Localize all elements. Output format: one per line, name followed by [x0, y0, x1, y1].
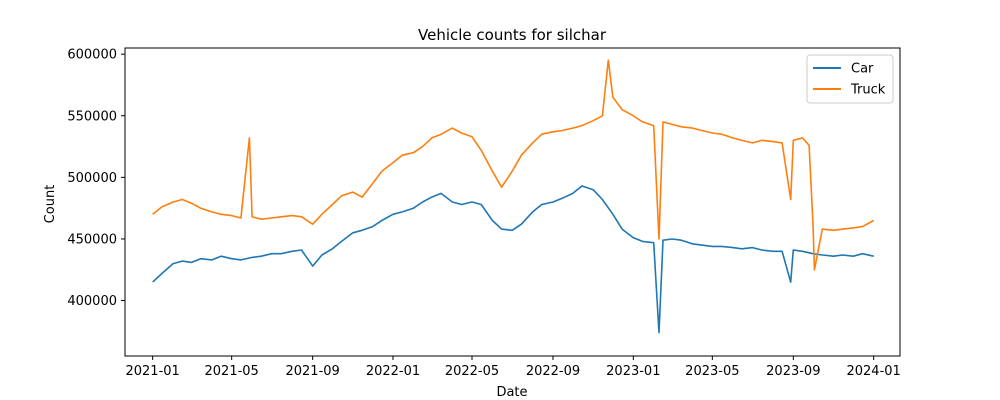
- legend-label-truck: Truck: [850, 83, 886, 98]
- x-axis-title: Date: [496, 385, 527, 400]
- x-tick-label: 2022-09: [526, 364, 580, 379]
- y-tick-label: 500000: [67, 171, 117, 186]
- y-tick-label: 400000: [67, 294, 117, 309]
- x-tick-label: 2023-09: [766, 364, 820, 379]
- y-tick-label: 550000: [67, 109, 117, 124]
- y-tick-label: 600000: [67, 48, 117, 63]
- x-tick-label: 2021-09: [285, 364, 339, 379]
- chart-title: Vehicle counts for silchar: [418, 26, 607, 44]
- x-tick-label: 2024-01: [846, 364, 900, 379]
- axis-ticks: 2021-01 2021-05 2021-09 2022-01 2022-05 2022-…: [67, 48, 900, 379]
- series-line-car: [152, 185, 874, 334]
- x-tick-label: 2023-01: [606, 364, 660, 379]
- series-line-truck: [152, 59, 875, 271]
- x-tick-label: 2021-05: [205, 364, 259, 379]
- x-tick-label: 2023-05: [685, 364, 739, 379]
- legend-label-car: Car: [851, 62, 874, 77]
- x-tick-label: 2022-05: [445, 364, 499, 379]
- y-tick-label: 450000: [67, 232, 117, 247]
- plot-frame: [124, 47, 901, 357]
- plot-area: [152, 59, 875, 334]
- y-axis-title: Count: [43, 185, 58, 224]
- x-tick-label: 2022-01: [366, 364, 420, 379]
- x-tick-label: 2021-01: [125, 364, 179, 379]
- legend: Car Truck: [806, 54, 894, 104]
